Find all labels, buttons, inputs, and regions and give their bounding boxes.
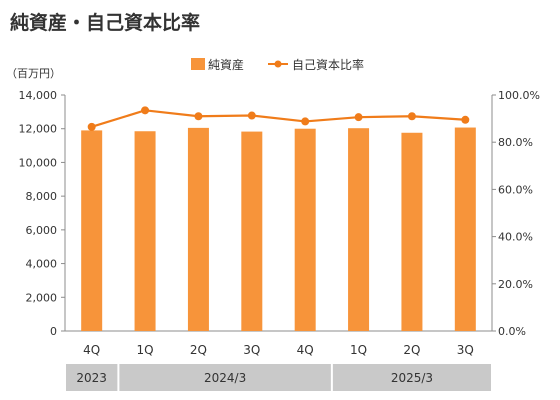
x-tick-label: 3Q xyxy=(457,343,474,357)
bar-net-assets xyxy=(134,131,156,331)
y-left-tick-label: 2,000 xyxy=(26,291,58,304)
y-right-tick-label: 80.0% xyxy=(498,136,533,149)
point-equity-ratio xyxy=(194,112,203,121)
point-equity-ratio xyxy=(87,122,96,131)
bar-net-assets xyxy=(241,131,263,331)
y-left-tick-label: 10,000 xyxy=(19,156,58,169)
x-tick-label: 3Q xyxy=(243,343,260,357)
bar-net-assets xyxy=(454,127,476,331)
y-left-tick-label: 4,000 xyxy=(26,258,58,271)
y-right-tick-label: 0.0% xyxy=(498,325,526,338)
bar-net-assets xyxy=(294,128,316,331)
y-right-tick-label: 60.0% xyxy=(498,183,533,196)
x-tick-label: 2Q xyxy=(403,343,420,357)
fiscal-year-label: 2024/3 xyxy=(204,371,246,385)
point-equity-ratio xyxy=(354,113,363,122)
bar-net-assets xyxy=(187,127,209,331)
y-right-tick-label: 100.0% xyxy=(498,89,540,102)
y-left-tick-label: 0 xyxy=(50,325,57,338)
legend-marker-equity-ratio xyxy=(274,60,282,68)
point-equity-ratio xyxy=(141,106,150,115)
point-equity-ratio xyxy=(461,115,470,124)
fiscal-year-band xyxy=(332,364,491,391)
fiscal-year-band xyxy=(66,364,118,391)
x-tick-label: 4Q xyxy=(83,343,100,357)
y-left-tick-label: 6,000 xyxy=(26,224,58,237)
legend-swatch-net-assets xyxy=(191,58,205,70)
y-left-tick-label: 12,000 xyxy=(19,123,58,136)
legend-label-equity-ratio: 自己資本比率 xyxy=(292,57,364,72)
point-equity-ratio xyxy=(407,112,416,121)
y-left-tick-label: 8,000 xyxy=(26,190,58,203)
point-equity-ratio xyxy=(301,117,310,126)
bar-net-assets xyxy=(401,132,423,331)
x-tick-label: 2Q xyxy=(190,343,207,357)
bar-net-assets xyxy=(348,128,370,331)
bar-net-assets xyxy=(81,130,103,331)
legend-label-net-assets: 純資産 xyxy=(208,57,244,72)
page-title: 純資産・自己資本比率 xyxy=(10,12,201,34)
x-tick-label: 4Q xyxy=(297,343,314,357)
y-axis-unit-label: （百万円） xyxy=(6,67,61,80)
line-equity-ratio xyxy=(91,109,466,128)
fiscal-year-label: 2025/3 xyxy=(391,371,433,385)
y-left-tick-label: 14,000 xyxy=(19,89,58,102)
x-tick-label: 1Q xyxy=(137,343,154,357)
fiscal-year-band xyxy=(119,364,331,391)
fiscal-year-label: 2023 xyxy=(76,371,107,385)
x-tick-label: 1Q xyxy=(350,343,367,357)
y-right-tick-label: 40.0% xyxy=(498,231,533,244)
y-right-tick-label: 20.0% xyxy=(498,278,533,291)
point-equity-ratio xyxy=(247,111,256,120)
